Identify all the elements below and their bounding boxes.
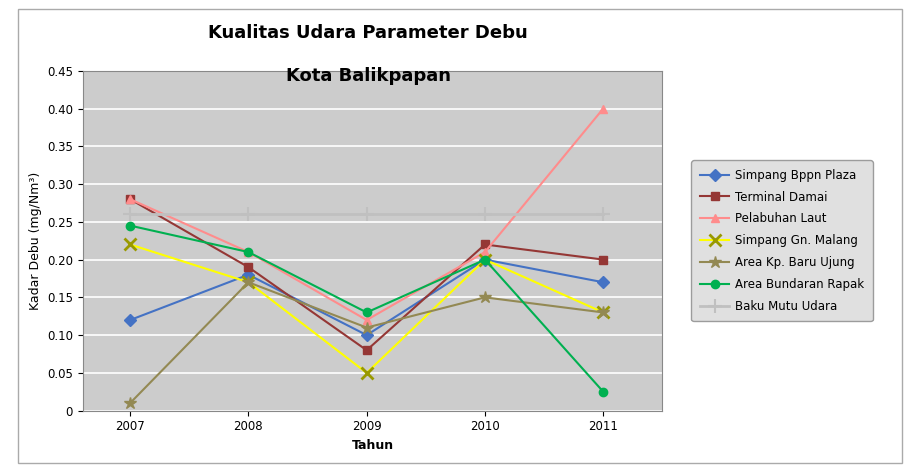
Baku Mutu Udara <box>479 211 490 217</box>
Terminal Damai <box>243 264 254 270</box>
Pelabuhan Laut <box>597 106 608 111</box>
Line: Simpang Gn. Malang: Simpang Gn. Malang <box>124 239 608 379</box>
Pelabuhan Laut <box>479 249 490 255</box>
Area Bundaran Rapak <box>479 257 490 262</box>
Simpang Gn. Malang <box>361 370 372 376</box>
Area Bundaran Rapak <box>361 310 372 315</box>
Simpang Bppn Plaza <box>597 279 608 285</box>
Area Kp. Baru Ujung <box>597 310 608 315</box>
Terminal Damai <box>479 242 490 247</box>
Legend: Simpang Bppn Plaza, Terminal Damai, Pelabuhan Laut, Simpang Gn. Malang, Area Kp.: Simpang Bppn Plaza, Terminal Damai, Pela… <box>691 160 871 321</box>
Baku Mutu Udara <box>361 211 372 217</box>
Area Bundaran Rapak <box>597 389 608 395</box>
Text: Kualitas Udara Parameter Debu: Kualitas Udara Parameter Debu <box>208 24 528 42</box>
Simpang Bppn Plaza <box>124 317 135 323</box>
Line: Area Bundaran Rapak: Area Bundaran Rapak <box>126 221 607 396</box>
Area Bundaran Rapak <box>243 249 254 255</box>
Text: Kota Balikpapan: Kota Balikpapan <box>285 67 450 84</box>
Pelabuhan Laut <box>361 317 372 323</box>
Simpang Gn. Malang <box>243 279 254 285</box>
Terminal Damai <box>361 347 372 353</box>
Simpang Bppn Plaza <box>479 257 490 262</box>
Simpang Bppn Plaza <box>361 332 372 338</box>
Simpang Gn. Malang <box>479 257 490 262</box>
Line: Area Kp. Baru Ujung: Area Kp. Baru Ujung <box>124 276 609 409</box>
Simpang Gn. Malang <box>597 310 608 315</box>
X-axis label: Tahun: Tahun <box>351 439 393 452</box>
Baku Mutu Udara <box>243 211 254 217</box>
Terminal Damai <box>124 196 135 202</box>
Area Kp. Baru Ujung <box>124 400 135 406</box>
Simpang Gn. Malang <box>124 242 135 247</box>
Area Kp. Baru Ujung <box>243 279 254 285</box>
Line: Terminal Damai: Terminal Damai <box>126 195 607 354</box>
Baku Mutu Udara <box>124 211 135 217</box>
Line: Baku Mutu Udara: Baku Mutu Udara <box>123 207 609 221</box>
Baku Mutu Udara <box>597 211 608 217</box>
Terminal Damai <box>597 257 608 262</box>
Pelabuhan Laut <box>124 196 135 202</box>
Area Kp. Baru Ujung <box>479 295 490 300</box>
Pelabuhan Laut <box>243 249 254 255</box>
Line: Simpang Bppn Plaza: Simpang Bppn Plaza <box>126 255 607 339</box>
Area Bundaran Rapak <box>124 223 135 228</box>
Y-axis label: Kadar Debu (mg/Nm³): Kadar Debu (mg/Nm³) <box>28 172 41 310</box>
Area Kp. Baru Ujung <box>361 325 372 330</box>
Line: Pelabuhan Laut: Pelabuhan Laut <box>126 104 607 324</box>
Simpang Bppn Plaza <box>243 272 254 278</box>
